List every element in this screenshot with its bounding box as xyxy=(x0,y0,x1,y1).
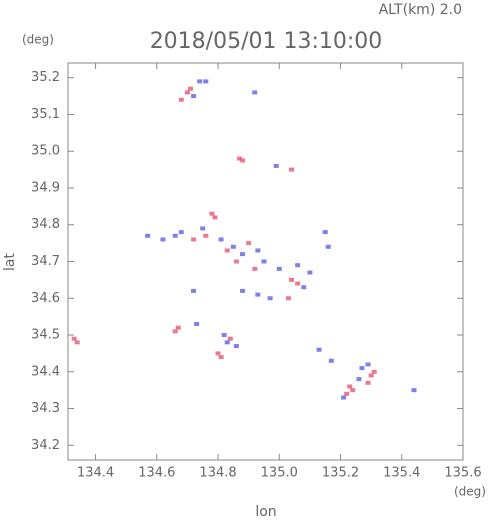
echo-point xyxy=(359,366,365,371)
echo-point xyxy=(240,252,246,257)
y-tick-label: 34.7 xyxy=(31,254,60,269)
echo-point xyxy=(184,90,190,95)
y-tick-label: 35.1 xyxy=(31,107,60,122)
echo-point xyxy=(200,226,206,231)
echo-point xyxy=(224,340,230,345)
x-tick-label: 134.6 xyxy=(138,466,175,481)
echo-point xyxy=(276,266,282,271)
x-tick-label: 134.4 xyxy=(77,466,114,481)
echo-point xyxy=(365,362,371,367)
echo-point xyxy=(322,230,328,235)
y-tick-label: 34.5 xyxy=(31,328,60,343)
echo-point xyxy=(172,233,178,238)
y-tick-label: 34.4 xyxy=(31,364,60,379)
y-tick-label: 34.9 xyxy=(31,180,60,195)
echo-point xyxy=(368,373,374,378)
y-tick-label: 34.3 xyxy=(31,401,60,416)
echo-point xyxy=(350,388,356,393)
y-tick-label: 34.6 xyxy=(31,291,60,306)
echo-point xyxy=(316,347,322,352)
echo-point xyxy=(178,97,184,102)
echo-point xyxy=(172,329,178,334)
echo-point xyxy=(252,266,258,271)
echo-point xyxy=(356,377,362,382)
echo-point xyxy=(160,237,166,242)
y-tick-label: 34.8 xyxy=(31,217,60,232)
x-unit: (deg) xyxy=(454,485,486,499)
echo-point xyxy=(273,163,279,168)
echo-point xyxy=(307,270,313,275)
echo-point xyxy=(344,391,350,396)
echo-point xyxy=(295,263,301,268)
echo-point xyxy=(74,340,80,345)
y-tick-label: 34.2 xyxy=(31,438,60,453)
y-tick-label: 35.0 xyxy=(31,144,60,159)
echo-point xyxy=(209,211,215,216)
echo-point xyxy=(295,281,301,286)
x-axis-label: lon xyxy=(255,504,276,520)
y-unit: (deg) xyxy=(22,33,54,47)
echo-point xyxy=(341,395,347,400)
echo-point xyxy=(285,296,291,301)
echo-point xyxy=(191,94,197,99)
echo-point xyxy=(255,292,261,297)
echo-point xyxy=(191,288,197,293)
altitude-annotation: ALT(km) 2.0 xyxy=(379,2,462,18)
chart-title: 2018/05/01 13:10:00 xyxy=(150,29,383,54)
echo-point xyxy=(301,285,307,290)
echo-point xyxy=(224,248,230,253)
echo-point xyxy=(187,86,193,91)
echo-point xyxy=(218,237,224,242)
y-tick-label: 35.2 xyxy=(31,70,60,85)
echo-point xyxy=(218,355,224,360)
echo-point xyxy=(227,336,233,341)
echo-point xyxy=(233,344,239,349)
x-tick-label: 135.0 xyxy=(261,466,298,481)
echo-point xyxy=(191,237,197,242)
x-tick-label: 135.6 xyxy=(444,466,481,481)
echo-point xyxy=(197,79,203,84)
echo-point xyxy=(221,333,227,338)
echo-point xyxy=(365,380,371,385)
echo-point xyxy=(215,351,221,356)
echo-point xyxy=(233,259,239,264)
y-axis-label: lat xyxy=(2,253,18,271)
echo-point xyxy=(203,233,209,238)
echo-point xyxy=(240,158,246,163)
echo-point xyxy=(212,215,218,220)
echo-point xyxy=(255,248,261,253)
echo-point xyxy=(71,336,77,341)
echo-point xyxy=(145,233,151,238)
echo-point xyxy=(289,277,295,282)
echo-point xyxy=(267,296,273,301)
x-tick-label: 135.2 xyxy=(322,466,359,481)
echo-point xyxy=(246,241,252,246)
echo-point xyxy=(289,167,295,172)
echo-point xyxy=(178,230,184,235)
echo-point xyxy=(230,244,236,249)
echo-point xyxy=(261,259,267,264)
echo-point xyxy=(236,156,242,161)
echo-point xyxy=(347,384,353,389)
echo-point xyxy=(325,244,331,249)
echo-point xyxy=(371,369,377,374)
x-tick-label: 135.4 xyxy=(383,466,420,481)
echo-point xyxy=(175,325,181,330)
echo-point xyxy=(194,321,200,326)
echo-point xyxy=(252,90,258,95)
echo-point xyxy=(240,288,246,293)
echo-point xyxy=(203,79,209,84)
x-tick-label: 134.8 xyxy=(199,466,236,481)
echo-point xyxy=(328,358,334,363)
echo-point xyxy=(411,388,417,393)
